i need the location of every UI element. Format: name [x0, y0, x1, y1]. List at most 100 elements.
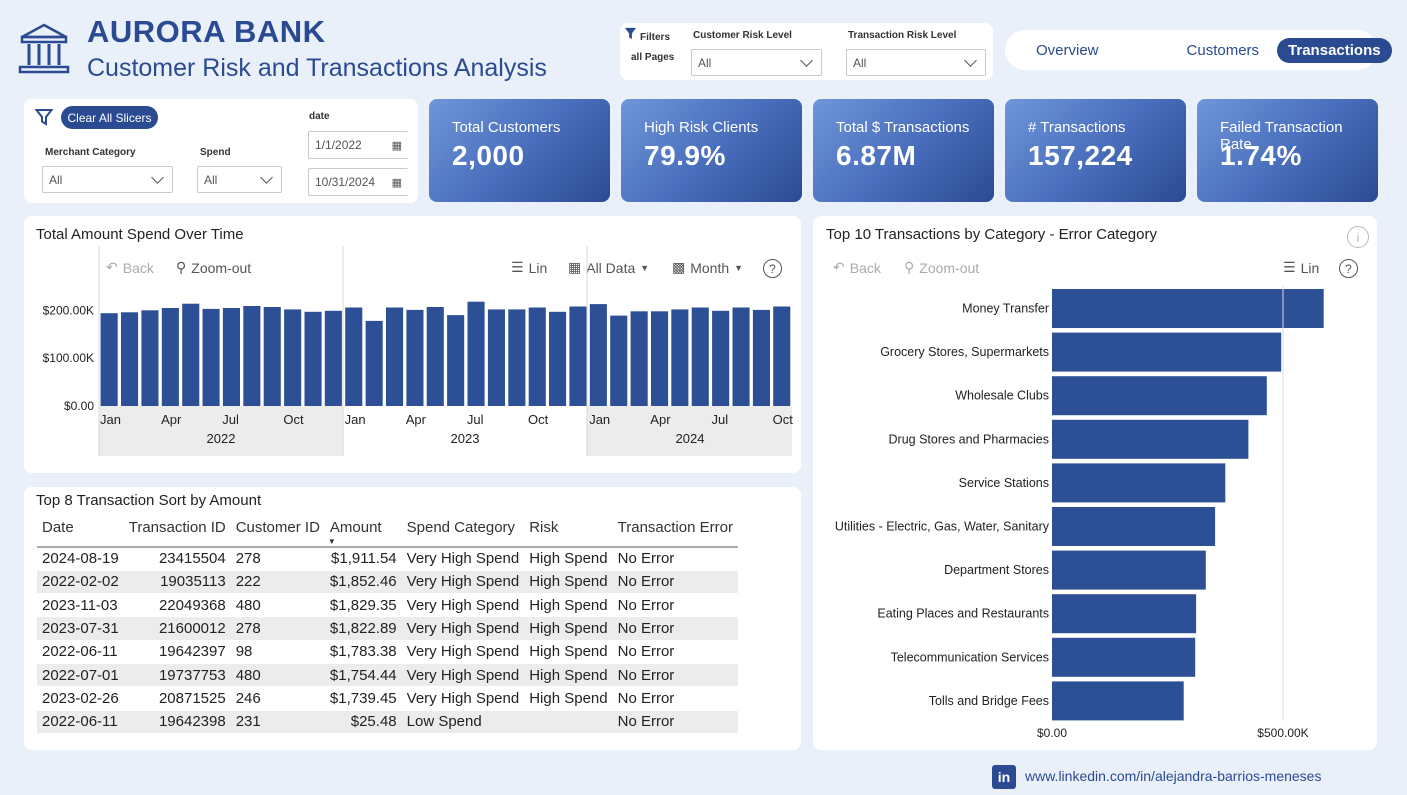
list-icon: ☰: [1283, 259, 1296, 275]
table-cell: High Spend: [524, 547, 613, 571]
all-data-dropdown[interactable]: ▦ All Data ▼: [568, 259, 649, 276]
table-cell: No Error: [612, 570, 738, 595]
table-title: Top 8 Transaction Sort by Amount: [36, 492, 262, 509]
table-cell: $1,783.38: [324, 640, 402, 664]
linkedin-icon[interactable]: in: [992, 765, 1016, 789]
bar-chart-icon: ▩: [672, 259, 686, 275]
merchant-category-dropdown[interactable]: All: [42, 166, 173, 193]
linkedin-link[interactable]: www.linkedin.com/in/alejandra-barrios-me…: [1025, 768, 1322, 784]
table-row[interactable]: 2024-08-19 23415504 278 $1,911.54 Very High …: [37, 547, 738, 571]
month-dropdown[interactable]: ▩ Month ▼: [672, 259, 743, 276]
table-cell: Very High Spend: [401, 663, 525, 688]
all-data-label: All Data: [586, 259, 636, 276]
table-cell: 2022-02-02: [37, 570, 124, 595]
table-row[interactable]: 2022-07-01 19737753 480 $1,754.44 Very High …: [37, 663, 738, 688]
date-label: date: [309, 111, 330, 122]
column-header-amount[interactable]: Amount ▼: [324, 509, 402, 548]
column-header-transaction-id[interactable]: Transaction ID: [123, 509, 231, 548]
x-tick-label: Apr: [161, 412, 182, 427]
lin-toggle[interactable]: ☰ Lin: [1283, 259, 1319, 276]
table-cell: 231: [230, 710, 325, 734]
column-header-transaction-error[interactable]: Transaction Error: [612, 509, 738, 548]
brand-title: AURORA BANK: [87, 14, 326, 49]
zoom-out-button[interactable]: ⚲ Zoom-out: [904, 259, 979, 276]
category-bar: [1052, 594, 1197, 634]
table-cell: 19737753: [123, 663, 231, 688]
x-tick-label: $500.00K: [1257, 726, 1308, 740]
kpi-card-transaction-count: # Transactions 157,224: [1005, 99, 1186, 202]
spend-bar: [406, 309, 424, 406]
clear-slicers-button[interactable]: Clear All Slicers: [61, 106, 158, 129]
table-row[interactable]: 2022-06-11 19642397 98 $1,783.38 Very High S…: [37, 640, 738, 664]
table-cell: 19642398: [123, 710, 231, 734]
kpi-value: 6.87M: [836, 140, 917, 171]
spend-bar: [284, 309, 302, 406]
date-end-value: 10/31/2024: [315, 175, 376, 189]
spend-bar: [651, 311, 669, 406]
spend-bar: [712, 310, 730, 406]
customer-risk-dropdown[interactable]: All: [691, 49, 822, 76]
spend-bar: [610, 315, 628, 406]
spend-bar: [100, 313, 118, 406]
spend-value: All: [204, 172, 218, 187]
table-cell: $1,739.45: [324, 686, 402, 711]
spend-bar: [324, 310, 342, 406]
table-cell: 2022-07-01: [37, 663, 124, 688]
info-icon[interactable]: i: [1347, 226, 1369, 248]
x-tick-label: Apr: [406, 412, 427, 427]
table-cell: Very High Spend: [401, 593, 525, 618]
date-start-input[interactable]: 1/1/2022 ▦: [308, 131, 408, 159]
column-header-risk[interactable]: Risk: [524, 509, 613, 548]
table-cell: 2023-07-31: [37, 616, 124, 641]
tab-overview[interactable]: Overview: [1036, 41, 1099, 59]
filters-scope: all Pages: [631, 52, 675, 63]
table-cell: Very High Spend: [401, 547, 525, 571]
filters-title: Filters: [640, 32, 671, 43]
lin-label: Lin: [528, 259, 548, 276]
calendar-icon: ▦: [568, 259, 582, 275]
tab-customers[interactable]: Customers: [1186, 41, 1260, 59]
spend-bar: [243, 306, 261, 406]
top-transactions-card: Top 8 Transaction Sort by Amount Date Tr…: [24, 487, 801, 750]
chevron-down-icon: [964, 54, 977, 67]
help-icon[interactable]: ?: [1339, 259, 1358, 278]
table-cell: 21600012: [123, 616, 231, 641]
lin-toggle[interactable]: ☰ Lin: [511, 259, 547, 276]
category-label: Utilities - Electric, Gas, Water, Sanita…: [835, 520, 1050, 534]
table-cell: 22049368: [123, 593, 231, 618]
y-tick-label: $200.00K: [43, 303, 94, 317]
help-icon[interactable]: ?: [763, 259, 782, 278]
category-label: Money Transfer: [962, 302, 1049, 316]
column-header-date[interactable]: Date: [37, 509, 124, 548]
column-header-customer-id[interactable]: Customer ID: [230, 509, 325, 548]
zoom-label: Zoom-out: [919, 259, 980, 276]
chart-title: Top 10 Transactions by Category - Error …: [826, 226, 1157, 243]
back-button[interactable]: ↶ Back: [106, 259, 154, 276]
column-header-spend-category[interactable]: Spend Category: [401, 509, 525, 548]
table-cell: No Error: [612, 710, 738, 734]
spend-bar: [161, 308, 179, 406]
spend-bar: [589, 304, 607, 406]
transaction-risk-dropdown[interactable]: All: [846, 49, 986, 76]
category-label: Service Stations: [959, 476, 1049, 490]
spend-bar: [365, 320, 383, 406]
category-label: Wholesale Clubs: [955, 389, 1049, 403]
chart-title: Total Amount Spend Over Time: [36, 226, 244, 243]
zoom-out-button[interactable]: ⚲ Zoom-out: [176, 259, 251, 276]
date-end-input[interactable]: 10/31/2024 ▦: [308, 168, 408, 196]
table-row[interactable]: 2023-11-03 22049368 480 $1,829.35 Very High …: [37, 593, 738, 618]
spend-over-time-card: Total Amount Spend Over Time ↶ Back ⚲ Zo…: [24, 216, 801, 473]
table-row[interactable]: 2023-02-26 20871525 246 $1,739.45 Very High …: [37, 686, 738, 711]
back-button[interactable]: ↶ Back: [833, 259, 881, 276]
table-cell: $1,754.44: [324, 663, 402, 688]
table-row[interactable]: 2023-07-31 21600012 278 $1,822.89 Very High …: [37, 616, 738, 641]
table-row[interactable]: 2022-06-11 19642398 231 $25.48 Low Spend No E…: [37, 710, 738, 734]
x-year-label: 2024: [676, 431, 705, 446]
spend-bar: [182, 303, 200, 406]
spend-dropdown[interactable]: All: [197, 166, 282, 193]
kpi-card-high-risk: High Risk Clients 79.9%: [621, 99, 802, 202]
kpi-value: 1.74%: [1220, 140, 1302, 171]
table-row[interactable]: 2022-02-02 19035113 222 $1,852.46 Very High …: [37, 570, 738, 595]
x-year-label: 2022: [207, 431, 236, 446]
tab-transactions[interactable]: Transactions: [1277, 37, 1392, 63]
